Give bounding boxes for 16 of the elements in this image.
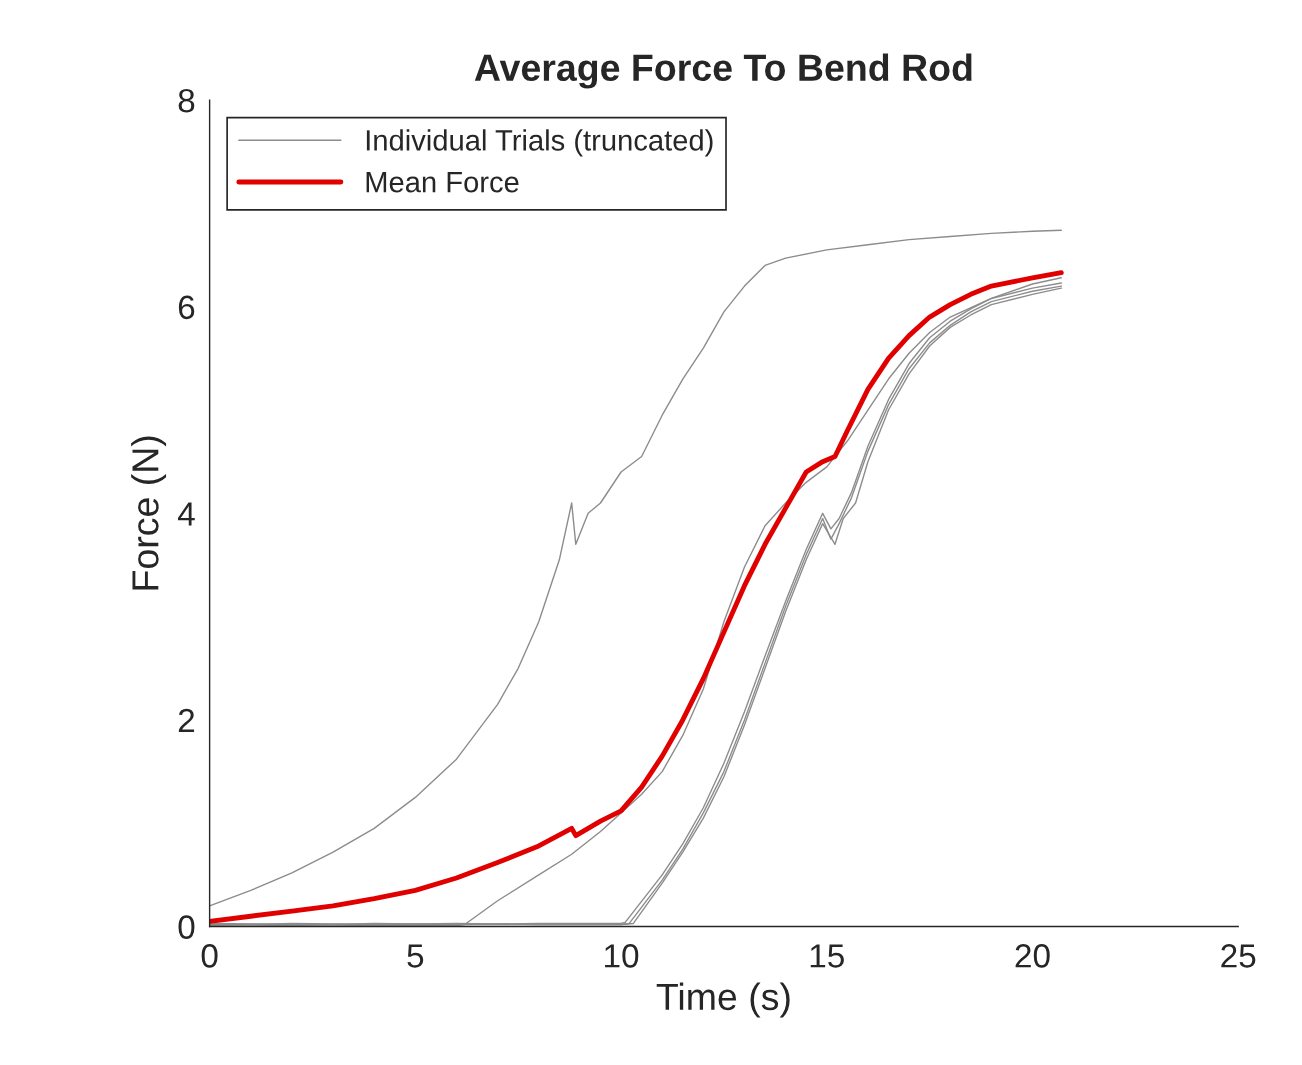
- x-tick-label: 20: [1015, 944, 1050, 968]
- x-tick-label: 0: [201, 944, 218, 968]
- legend-label: Individual Trials (truncated): [366, 129, 713, 157]
- y-tick-label: 6: [178, 295, 195, 320]
- x-tick-label: 15: [810, 944, 844, 968]
- legend-label: Mean Force: [366, 172, 519, 193]
- y-tick-label: 4: [177, 502, 195, 526]
- chart-title: Average Force To Bend Rod: [474, 53, 972, 89]
- y-tick-label: 8: [178, 88, 195, 113]
- y-tick-label: 2: [178, 708, 195, 733]
- x-tick-label: 5: [407, 944, 424, 968]
- x-axis-title: Time (s): [656, 982, 790, 1018]
- x-tick-label: 25: [1221, 944, 1256, 968]
- y-axis-title: Force (N): [131, 436, 167, 590]
- y-tick-label: 0: [178, 915, 195, 939]
- x-tick-label: 10: [605, 944, 639, 968]
